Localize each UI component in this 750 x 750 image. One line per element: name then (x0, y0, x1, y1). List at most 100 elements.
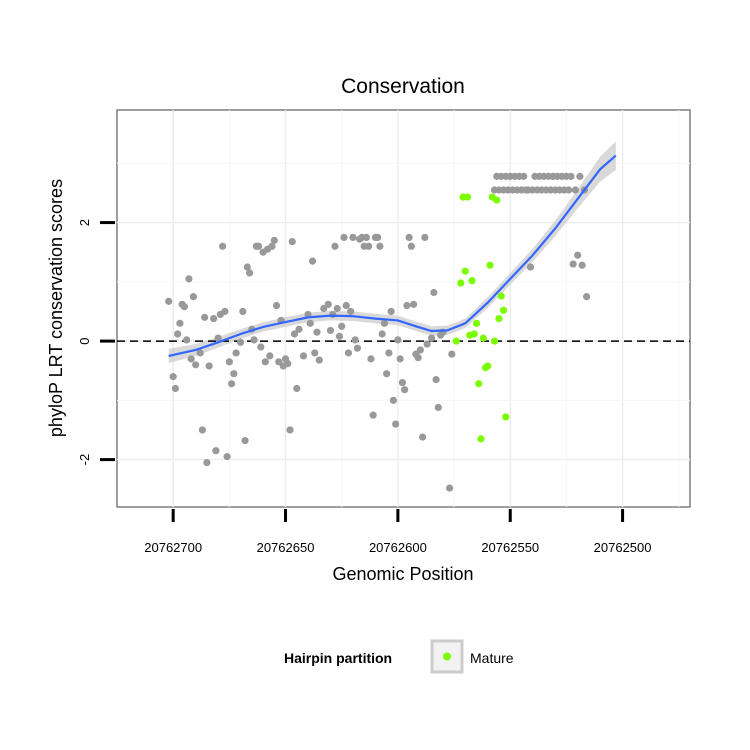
other-point (295, 325, 303, 333)
other-point (333, 304, 341, 313)
other-point (574, 251, 582, 259)
other-point (520, 172, 528, 180)
other-point (383, 370, 391, 378)
other-point (326, 326, 335, 335)
other-point (347, 307, 355, 316)
other-point (576, 172, 584, 180)
other-point (353, 344, 362, 352)
other-point (254, 242, 263, 250)
other-point (335, 332, 344, 340)
other-point (427, 334, 436, 342)
other-point (569, 260, 577, 268)
other-point (367, 355, 375, 363)
mature-point (470, 330, 478, 338)
y-axis: -2 0 2 (77, 219, 115, 465)
other-point (236, 338, 245, 346)
chart-title: Conservation (341, 75, 465, 98)
other-point (401, 386, 409, 394)
other-point (407, 242, 415, 250)
mature-point (486, 261, 494, 269)
mature-point (463, 193, 472, 201)
other-point (423, 340, 431, 348)
other-point (344, 349, 353, 357)
other-point (205, 362, 213, 370)
mature-point (484, 362, 492, 370)
other-point (212, 447, 220, 455)
other-point (228, 380, 236, 388)
other-point (389, 396, 397, 404)
other-point (165, 297, 173, 305)
other-point (403, 301, 411, 310)
data-points (165, 172, 591, 492)
other-point (329, 310, 337, 319)
other-point (378, 330, 386, 338)
other-point (380, 319, 388, 327)
mature-point (497, 292, 505, 300)
other-point (448, 350, 456, 358)
other-point (434, 403, 442, 412)
mature-point (457, 279, 465, 287)
other-point (293, 384, 301, 393)
other-point (394, 336, 402, 344)
other-point (349, 233, 357, 241)
other-point (365, 242, 373, 250)
other-point (410, 300, 418, 308)
other-point (192, 361, 200, 369)
other-point (324, 300, 332, 308)
other-point (189, 293, 197, 301)
other-point (369, 411, 377, 419)
other-point (185, 275, 193, 283)
other-point (171, 384, 180, 393)
other-point (398, 378, 406, 387)
other-point (583, 293, 591, 301)
other-point (243, 263, 251, 271)
other-point (221, 307, 229, 316)
x-axis: 20762700 20762650 20762600 20762550 20762500 (144, 509, 652, 555)
other-point (187, 355, 195, 363)
loess-fit-line (168, 154, 617, 357)
other-point (241, 437, 249, 445)
other-point (230, 370, 238, 378)
other-point (198, 426, 206, 434)
x-axis-title: Genomic Position (332, 564, 473, 584)
other-point (239, 307, 247, 316)
y-axis-title: phyloP LRT conservation scores (46, 179, 66, 437)
other-point (183, 336, 191, 344)
other-point (567, 172, 575, 180)
other-point (261, 358, 269, 366)
mature-point (495, 314, 503, 323)
y-tick-label: -2 (77, 454, 92, 466)
other-point (268, 242, 276, 250)
legend-label-mature: Mature (470, 650, 514, 666)
other-point (306, 319, 314, 327)
other-point (342, 301, 350, 310)
other-point (245, 269, 254, 277)
other-point (313, 328, 321, 336)
other-point (385, 349, 393, 357)
other-point (311, 349, 319, 357)
other-point (340, 233, 348, 241)
other-point (526, 263, 535, 271)
other-point (405, 233, 413, 241)
other-point (416, 346, 424, 354)
other-point (571, 186, 580, 194)
other-point (414, 354, 422, 362)
legend-title: Hairpin partition (284, 650, 392, 666)
other-point (421, 233, 429, 241)
smooth-curve (168, 154, 617, 357)
other-point (315, 356, 323, 364)
other-point (419, 433, 427, 441)
other-point (299, 352, 308, 360)
other-point (174, 330, 182, 338)
mature-point (452, 337, 460, 345)
other-point (445, 484, 454, 492)
other-point (196, 349, 204, 357)
mature-point (499, 306, 508, 314)
mature-point (493, 196, 501, 204)
x-tick-label: 20762600 (369, 540, 427, 555)
other-point (257, 343, 265, 351)
mature-point (472, 319, 481, 327)
other-point (180, 303, 189, 311)
other-point (201, 313, 209, 321)
